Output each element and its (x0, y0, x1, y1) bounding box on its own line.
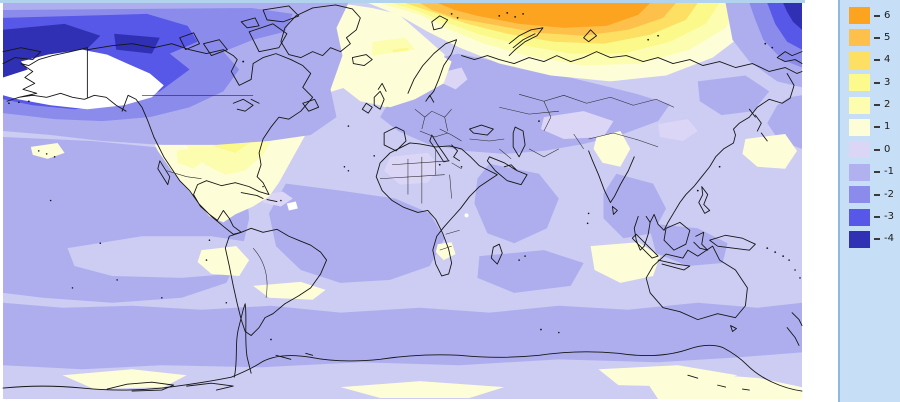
legend-value-label: 5 (884, 31, 891, 43)
legend-row: -4 (849, 230, 900, 248)
legend-value-label: -1 (884, 166, 894, 178)
legend-tick (874, 59, 880, 62)
cold-region-northeast-pacific-wrap (725, 3, 802, 88)
legend-row: 0 (849, 141, 900, 159)
legend-color-swatch (849, 163, 870, 181)
cold-region-north-pacific (3, 3, 349, 145)
legend-row: 6 (849, 7, 900, 24)
legend-row: -2 (849, 186, 900, 204)
legend-tick (874, 36, 880, 39)
legend-value-label: 2 (884, 99, 891, 111)
legend-color-swatch (849, 118, 870, 136)
legend-color-swatch (849, 141, 870, 159)
legend-value-label: -2 (884, 188, 894, 200)
legend-value-label: -4 (884, 233, 894, 245)
legend-color-swatch (849, 96, 870, 114)
legend-color-swatch (849, 29, 870, 47)
legend-value-label: 6 (884, 9, 891, 21)
legend-row: -1 (849, 163, 900, 181)
anomaly-contour-map (2, 3, 803, 400)
legend-color-swatch (849, 186, 870, 204)
country-borders (166, 94, 675, 298)
legend-tick (874, 238, 880, 241)
legend-color-swatch (849, 74, 870, 92)
legend-tick (874, 126, 880, 129)
legend-row: 5 (849, 29, 900, 47)
island-dots (8, 12, 801, 341)
legend-tick (874, 171, 880, 174)
legend-color-swatch (849, 51, 870, 69)
legend-tick (874, 216, 880, 219)
legend-row: -3 (849, 208, 900, 226)
legend-color-swatch (849, 7, 870, 24)
legend-tick (874, 148, 880, 151)
legend-value-label: -3 (884, 211, 894, 223)
legend-tick (874, 14, 880, 17)
legend-panel: 6 5 4 3 2 (838, 0, 900, 402)
color-scale-legend: 6 5 4 3 2 (840, 0, 900, 248)
legend-row: 4 (849, 51, 900, 69)
legend-value-label: 3 (884, 76, 891, 88)
legend-value-label: 4 (884, 54, 891, 66)
legend-color-swatch (849, 208, 870, 226)
legend-value-label: 0 (884, 143, 891, 155)
warm-region-arctic-russia (342, 3, 766, 108)
no-data-spots (286, 201, 469, 218)
world-anomaly-map (0, 0, 805, 400)
coastlines (2, 4, 803, 346)
map-top-strip (0, 0, 805, 3)
legend-tick (874, 81, 880, 84)
legend-row: 2 (849, 96, 900, 114)
legend-tick (874, 193, 880, 196)
legend-row: 3 (849, 74, 900, 92)
legend-tick (874, 104, 880, 107)
legend-row: 1 (849, 118, 900, 136)
antarctica-coastline (2, 303, 803, 392)
legend-value-label: 1 (884, 121, 891, 133)
page-background-gap (805, 0, 838, 402)
legend-color-swatch (849, 230, 870, 248)
